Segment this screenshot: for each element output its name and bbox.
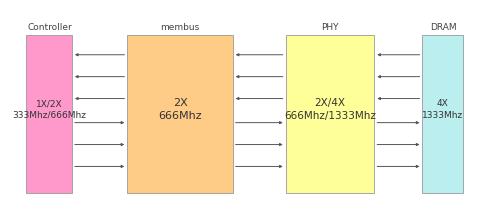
Text: 2X/4X
666Mhz/1333Mhz: 2X/4X 666Mhz/1333Mhz: [284, 98, 376, 121]
Text: PHY: PHY: [322, 23, 339, 32]
Bar: [127, 35, 233, 193]
Text: 2X
666Mhz: 2X 666Mhz: [158, 98, 202, 121]
Bar: [422, 35, 463, 193]
Bar: [286, 35, 374, 193]
Text: 4X
1333Mhz: 4X 1333Mhz: [422, 99, 463, 120]
Text: Controller: Controller: [27, 23, 72, 32]
Text: DRAM: DRAM: [430, 23, 456, 32]
Text: 1X/2X
333Mhz/666Mhz: 1X/2X 333Mhz/666Mhz: [12, 99, 86, 120]
Text: membus: membus: [160, 23, 200, 32]
Bar: [26, 35, 72, 193]
